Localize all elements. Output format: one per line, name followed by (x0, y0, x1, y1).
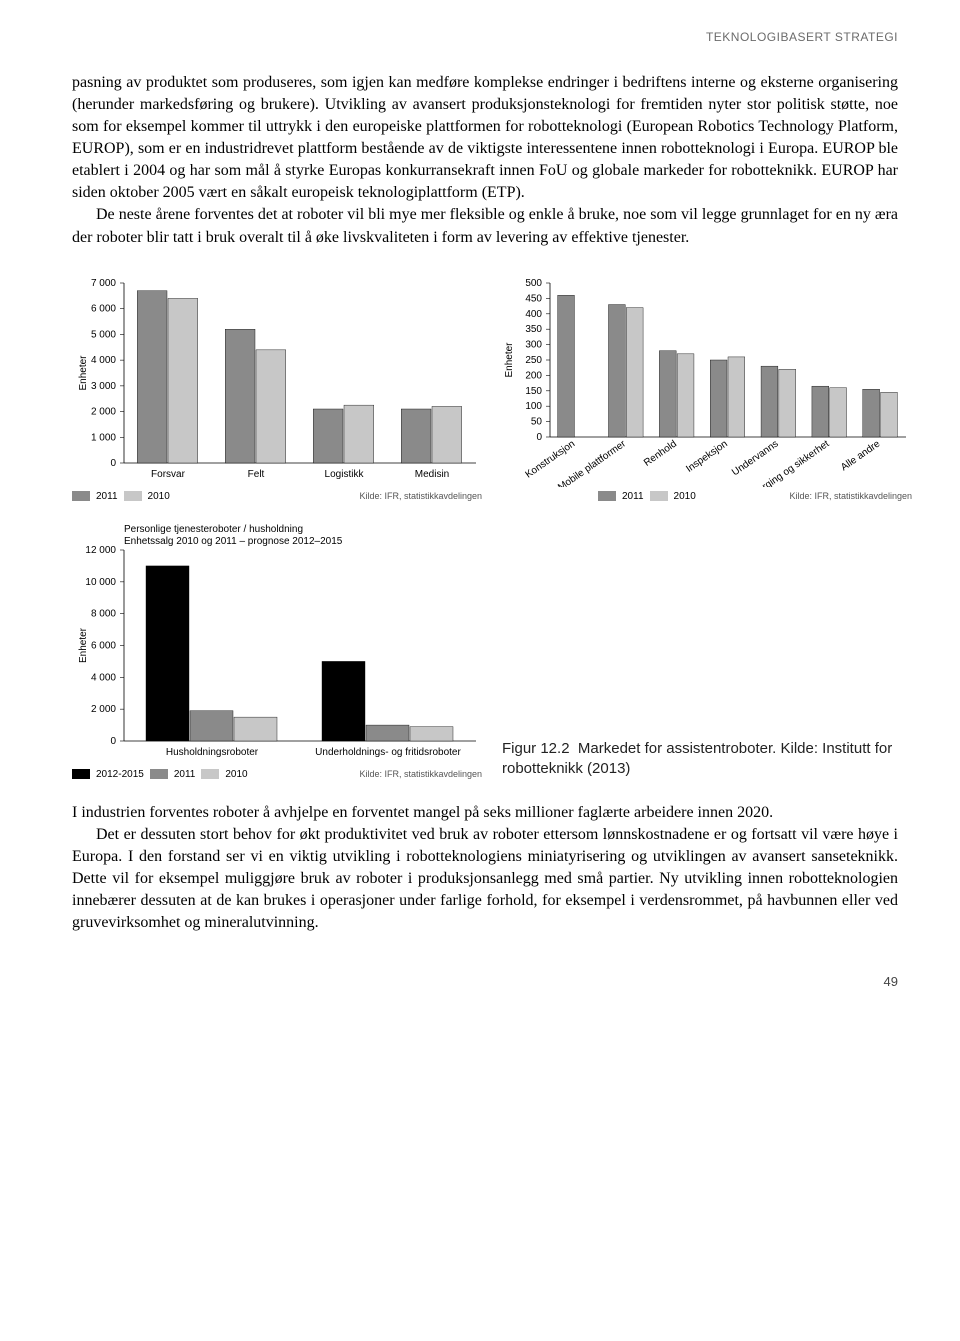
svg-text:12 000: 12 000 (85, 545, 116, 556)
svg-text:Felt: Felt (248, 469, 265, 480)
svg-text:0: 0 (536, 432, 542, 443)
svg-text:8 000: 8 000 (91, 608, 116, 619)
section-header: TEKNOLOGIBASERT STRATEGI (72, 30, 898, 44)
svg-text:500: 500 (525, 278, 542, 289)
chart-3-source: Kilde: IFR, statistikkavdelingen (359, 769, 482, 779)
svg-text:Enheter: Enheter (504, 341, 515, 377)
svg-text:100: 100 (525, 401, 542, 412)
legend-label-2010-c: 2010 (225, 769, 247, 780)
legend-swatch-2010-c (201, 769, 219, 779)
legend-swatch-2011-b (598, 491, 616, 501)
body-para-4: Det er dessuten stort behov for økt prod… (72, 824, 898, 934)
charts-row-bottom: 0 2 000 4 000 6 000 8 000 10 000 12 000 Hushold… (72, 502, 898, 780)
svg-text:400: 400 (525, 308, 542, 319)
legend-swatch-20122015 (72, 769, 90, 779)
svg-text:Medisin: Medisin (415, 469, 449, 480)
svg-text:300: 300 (525, 339, 542, 350)
svg-text:Inspeksjon: Inspeksjon (684, 438, 729, 474)
svg-text:200: 200 (525, 370, 542, 381)
svg-text:4 000: 4 000 (91, 355, 116, 366)
legend-label-20122015: 2012-2015 (96, 769, 144, 780)
legend-swatch-2010-b (650, 491, 668, 501)
svg-text:3 000: 3 000 (91, 380, 116, 391)
svg-text:Undervanns: Undervanns (730, 438, 780, 478)
svg-text:6 000: 6 000 (91, 640, 116, 651)
legend-label-2011-b: 2011 (622, 491, 644, 502)
svg-text:Personlige tjenesteroboter / h: Personlige tjenesteroboter / husholdning (124, 524, 303, 535)
svg-text:50: 50 (531, 416, 543, 427)
svg-text:5 000: 5 000 (91, 329, 116, 340)
svg-text:6 000: 6 000 (91, 303, 116, 314)
svg-text:Husholdningsroboter: Husholdningsroboter (166, 747, 259, 758)
svg-text:Enhetssalg 2010 og 2011 – prog: Enhetssalg 2010 og 2011 – prognose 2012–… (124, 536, 343, 547)
legend-label-2011: 2011 (96, 491, 118, 502)
svg-text:0: 0 (110, 458, 116, 469)
legend-swatch-2011-c (150, 769, 168, 779)
svg-text:150: 150 (525, 385, 542, 396)
svg-text:Renhold: Renhold (642, 438, 679, 468)
figure-caption: Figur 12.2 Markedet for assistentroboter… (502, 739, 898, 780)
svg-text:2 000: 2 000 (91, 406, 116, 417)
legend-label-2011-c: 2011 (174, 769, 196, 780)
chart-3-legend: 2012-2015 2011 2010 Kilde: IFR, statisti… (72, 769, 482, 780)
body-para-2: De neste årene forventes det at roboter … (72, 204, 898, 248)
svg-text:350: 350 (525, 324, 542, 335)
svg-text:1 000: 1 000 (91, 432, 116, 443)
chart-1-legend: 2011 2010 Kilde: IFR, statistikkavdeling… (72, 491, 482, 502)
svg-text:Forsvar: Forsvar (151, 469, 186, 480)
chart-1-source: Kilde: IFR, statistikkavdelingen (359, 491, 482, 501)
svg-text:250: 250 (525, 355, 542, 366)
legend-swatch-2010 (124, 491, 142, 501)
svg-text:Enheter: Enheter (78, 354, 89, 390)
chart-3: 0 2 000 4 000 6 000 8 000 10 000 12 000 Hushold… (72, 520, 482, 780)
svg-text:Enheter: Enheter (78, 627, 89, 663)
charts-row-top: 0 1 000 2 000 3 000 4 000 5 000 6 000 7 000 Fors… (72, 277, 898, 502)
legend-label-2010-b: 2010 (674, 491, 696, 502)
svg-text:0: 0 (110, 736, 116, 747)
svg-text:7 000: 7 000 (91, 278, 116, 289)
figure-number: Figur 12.2 (502, 740, 570, 757)
chart-2: 050100150200250300350400450500Konstruksj… (502, 277, 912, 502)
svg-text:450: 450 (525, 293, 542, 304)
svg-text:Underholdnings- og fritidsrobo: Underholdnings- og fritidsroboter (315, 747, 461, 758)
svg-text:Alle andre: Alle andre (839, 438, 883, 473)
body-para-3: I industrien forventes roboter å avhjelp… (72, 802, 898, 824)
svg-text:Logistikk: Logistikk (325, 469, 365, 480)
chart-2-legend: 2011 2010 Kilde: IFR, statistikkavdeling… (502, 491, 912, 502)
legend-swatch-2011 (72, 491, 90, 501)
svg-text:2 000: 2 000 (91, 704, 116, 715)
legend-label-2010: 2010 (148, 491, 170, 502)
body-para-1: pasning av produktet som produseres, som… (72, 72, 898, 204)
svg-text:10 000: 10 000 (85, 576, 116, 587)
chart-2-source: Kilde: IFR, statistikkavdelingen (789, 491, 912, 501)
page-number: 49 (72, 974, 898, 989)
svg-text:4 000: 4 000 (91, 672, 116, 683)
chart-1: 0 1 000 2 000 3 000 4 000 5 000 6 000 7 000 Fors… (72, 277, 482, 502)
